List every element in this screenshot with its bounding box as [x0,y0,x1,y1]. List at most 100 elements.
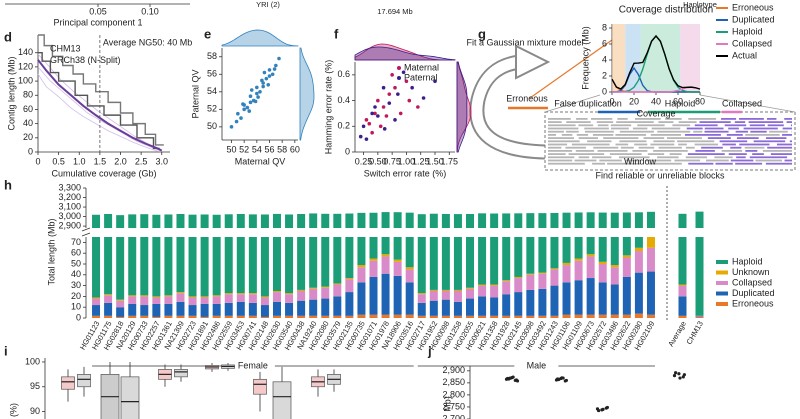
y-axis-label: Paternal QV [190,69,200,118]
bar-segment [429,237,438,290]
read [548,153,566,155]
legend-label: Collapsed [732,277,772,287]
bar-segment [381,256,390,274]
bar-segment [236,294,245,302]
bar-segment [441,289,450,291]
bar-segment [610,314,619,318]
point [398,111,403,116]
track-label: Haploid [665,98,696,108]
bar-segment [417,302,426,316]
bar-segment [586,254,595,257]
bar-segment [695,315,704,317]
read [744,146,765,149]
bar-segment [550,268,559,270]
box [174,369,188,378]
read [685,146,695,149]
y-tick-label: 10 [71,302,81,312]
read [615,143,629,146]
point [234,119,239,124]
bar-segment [357,265,366,268]
read [548,143,568,146]
bar-segment [369,212,378,228]
bar-segment [285,237,294,294]
read [647,153,665,155]
bar-segment [466,237,475,288]
read [782,134,792,136]
point [382,127,387,131]
point [267,68,272,72]
bar-segment [260,305,269,317]
bar-segment [116,299,125,301]
arrow-inner [471,56,546,158]
x-tick-label: 3.0 [155,156,168,166]
read [745,134,780,136]
bar-segment [128,315,137,318]
bar-segment [212,303,221,316]
bar-segment [345,279,354,293]
y-tick-label: 30 [71,280,81,290]
bar-segment [285,214,294,228]
bar-segment [622,257,631,277]
cycle-arrow [469,44,551,160]
point [370,111,374,116]
bar-segment [622,212,631,228]
bar-segment [381,273,390,315]
read [610,124,632,127]
point [404,79,409,84]
bar-segment [634,212,643,228]
x-tick-label: 58 [277,144,287,154]
bar-segment [212,315,221,318]
bar-segment [562,237,571,263]
read [591,118,613,120]
read [770,153,792,155]
point [272,67,277,71]
read [634,143,648,146]
bar-segment [550,269,559,286]
bar-segment [369,276,378,315]
bar-segment [104,214,113,228]
bar-segment [140,305,149,316]
bar-segment [514,292,523,316]
axis-break [81,227,91,232]
y-axis-label: Frequency (Mb) [580,26,590,90]
read [548,124,576,127]
x-tick-label: 2.0 [114,156,127,166]
point [229,125,234,129]
bar-segment [188,237,197,297]
series-line [38,52,160,150]
bar-segment [357,237,366,266]
bar-segment [357,212,366,228]
bar-segment [381,314,390,318]
bar-segment [622,237,631,256]
x-tick-label: 1.25 [412,156,430,166]
bar-segment [634,313,643,318]
bar-segment [116,215,125,228]
bar-segment [526,315,535,318]
y-tick-label: 3,300 [58,182,81,192]
x-axis-label: Coverage [636,108,675,118]
bar-segment [441,237,450,290]
bar-segment [574,237,583,259]
legend-swatch [716,281,728,285]
point [267,74,272,78]
read [743,127,778,130]
x-tick-label: 0.75 [383,156,401,166]
panel-label: e [204,26,211,41]
bar-segment [586,237,595,255]
read [576,118,588,120]
y-tick-label: 70 [71,237,81,247]
x-tick-label: 1.00 [398,156,416,166]
bar-segment [128,295,137,297]
bar-segment [309,315,318,318]
bar-segment [453,291,462,302]
legend-swatch [716,270,728,275]
bar-segment [678,237,687,285]
bar-segment [453,289,462,291]
bar-segment [502,213,511,228]
bar-segment [586,212,595,228]
read [706,159,729,162]
bar-segment [297,300,306,316]
read [724,124,747,127]
bar-segment [490,213,499,228]
